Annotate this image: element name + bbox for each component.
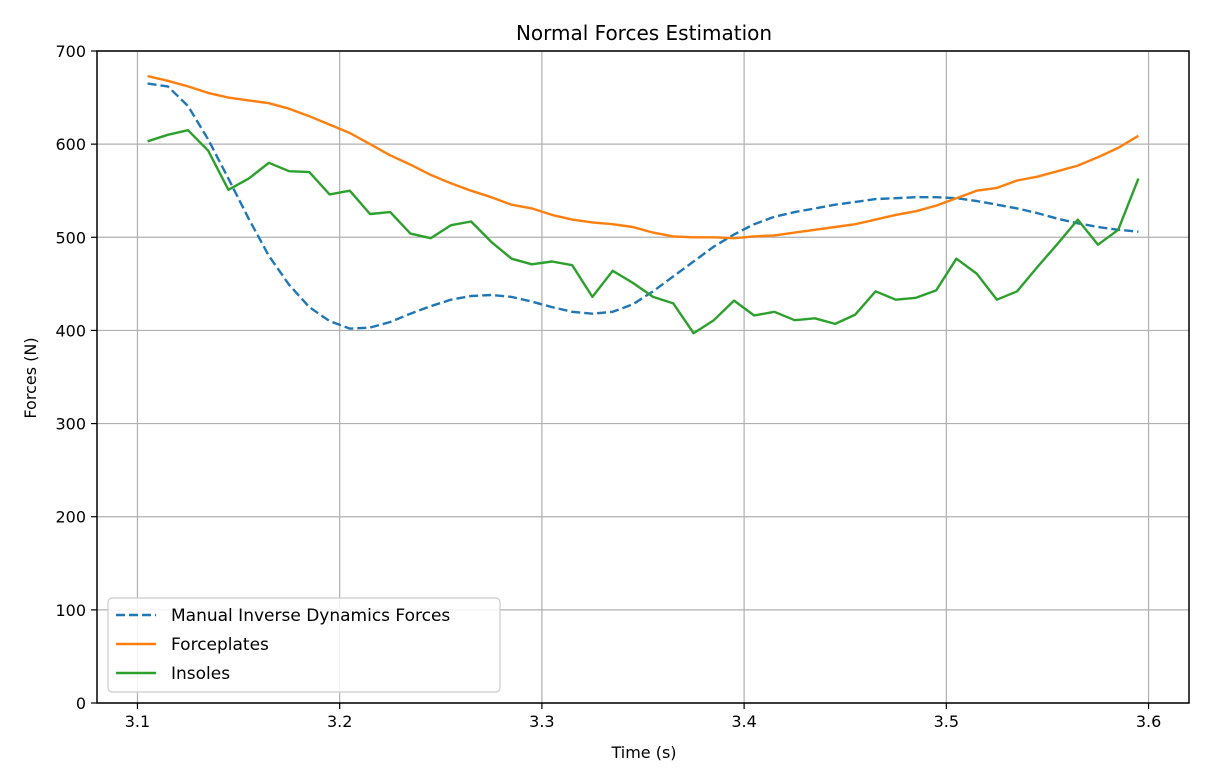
y-axis-ticks: 0 100 200 300 400 500 600 700: [55, 42, 97, 713]
y-tick-label: 300: [55, 415, 86, 434]
plot-area-frame: [96, 50, 1190, 704]
x-tick-label: 3.5: [934, 712, 959, 731]
y-tick-label: 600: [55, 135, 86, 154]
x-tick-label: 3.2: [327, 712, 352, 731]
y-tick-label: 100: [55, 601, 86, 620]
legend-label-manual-inverse-dynamics-forces: Manual Inverse Dynamics Forces: [171, 606, 450, 626]
y-tick-label: 200: [55, 508, 86, 527]
x-tick-label: 3.1: [125, 712, 150, 731]
y-tick-label: 0: [76, 694, 86, 713]
x-tick-label: 3.4: [731, 712, 756, 731]
y-axis-label: Forces (N): [21, 337, 40, 418]
x-tick-label: 3.6: [1136, 712, 1161, 731]
x-tick-label: 3.3: [529, 712, 554, 731]
x-axis-label: Time (s): [610, 743, 676, 762]
legend-box: [107, 597, 501, 693]
legend-label-insoles: Insoles: [171, 664, 230, 684]
series-line-forceplates: [147, 74, 1140, 240]
series-layer: [147, 74, 1140, 335]
y-tick-label: 700: [55, 42, 86, 61]
legend: Manual Inverse Dynamics Forces Forceplate…: [107, 597, 501, 693]
y-tick-label: 400: [55, 321, 86, 340]
series-line-insoles: [147, 128, 1140, 335]
y-tick-label: 500: [55, 228, 86, 247]
x-axis-ticks: 3.1 3.2 3.3 3.4 3.5 3.6: [125, 703, 1161, 731]
chart-title: Normal Forces Estimation: [516, 21, 772, 45]
series-line-manual-inverse-dynamics-forces: [147, 82, 1139, 330]
legend-label-forceplates: Forceplates: [171, 635, 269, 655]
